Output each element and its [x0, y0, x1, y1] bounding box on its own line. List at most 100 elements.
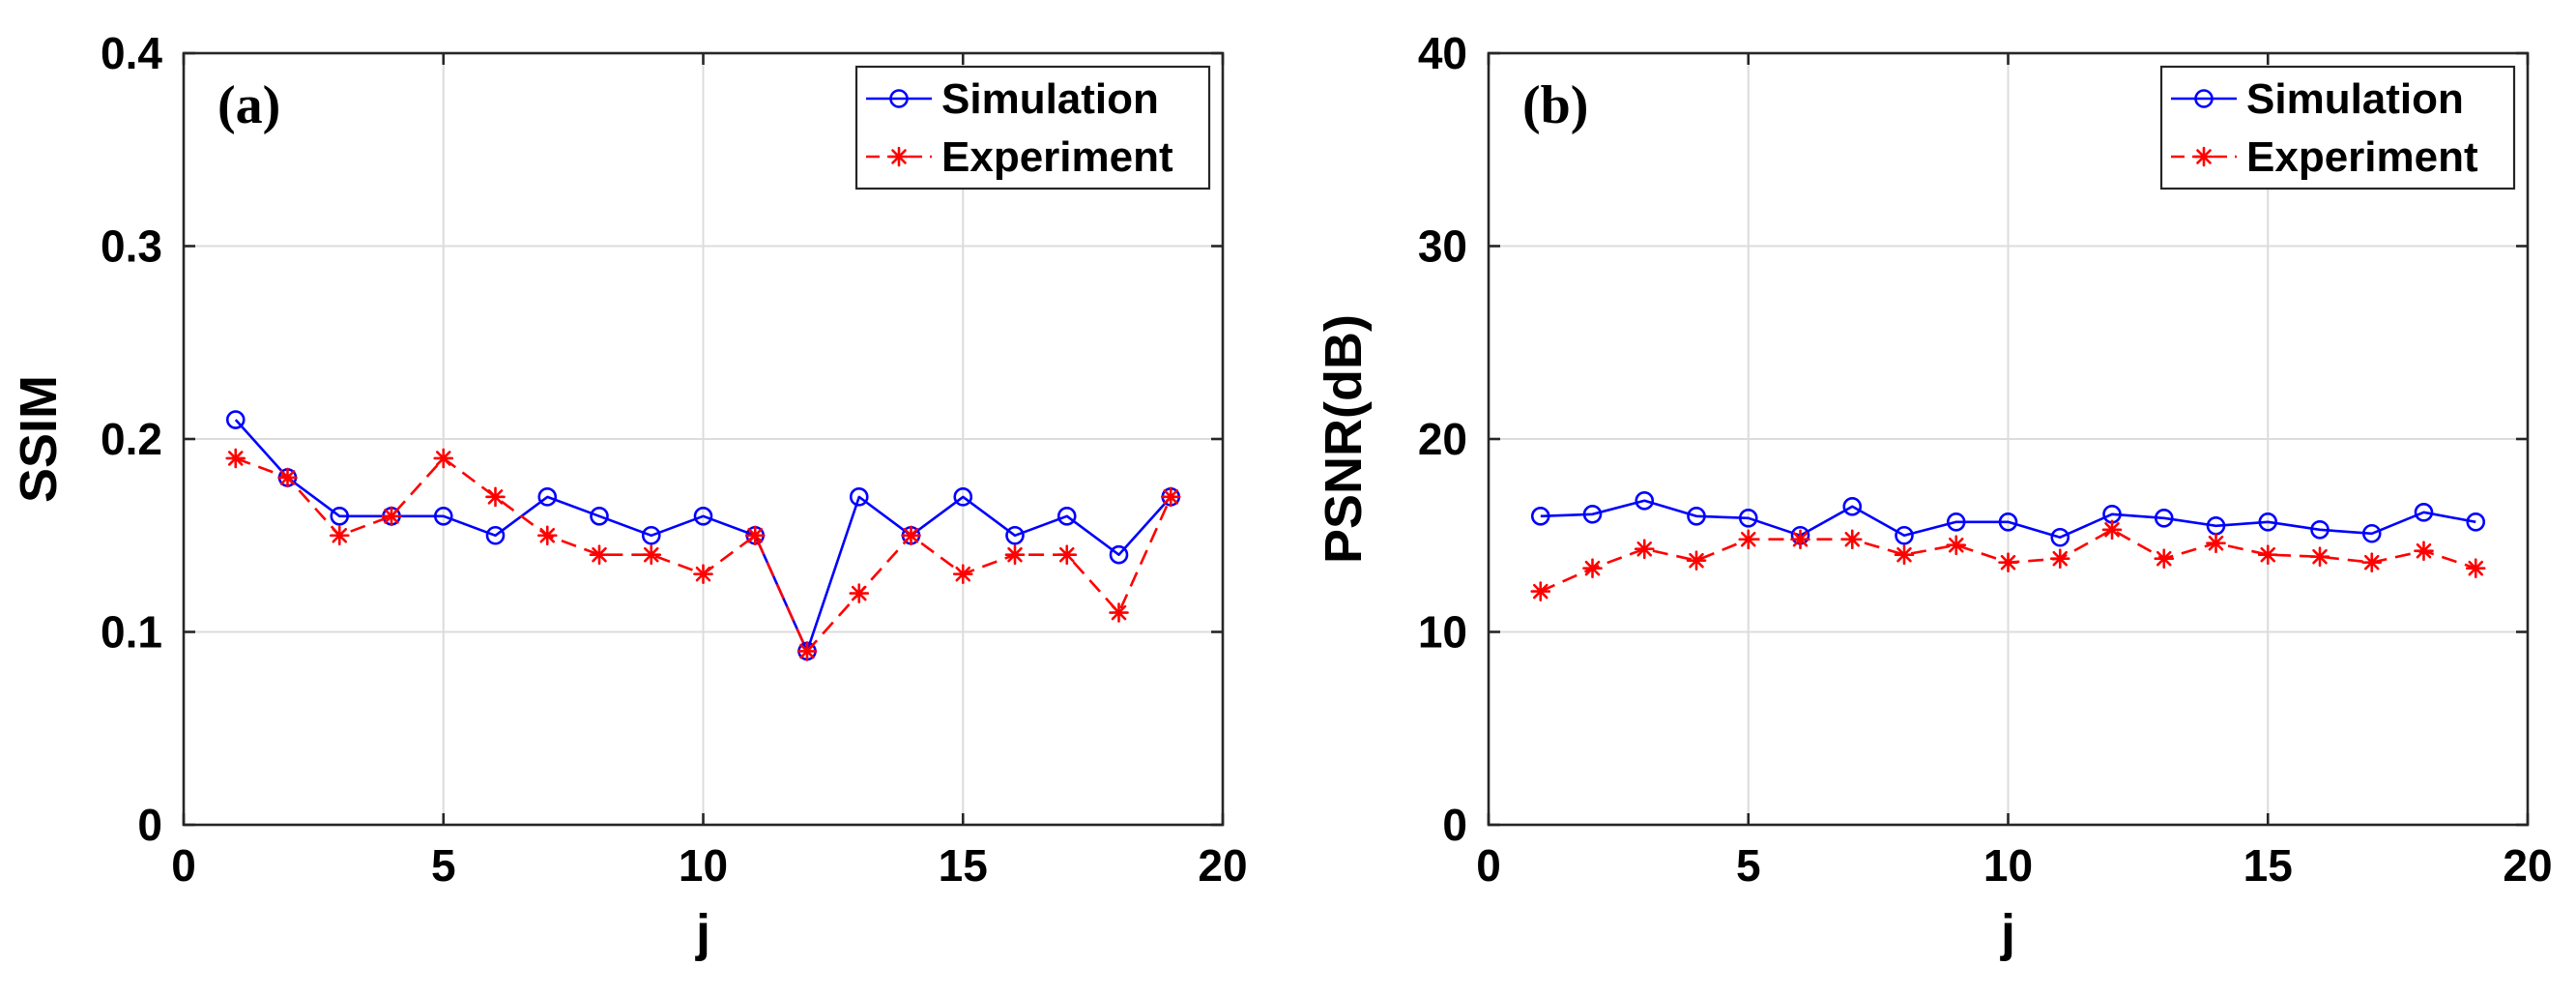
data-point-experiment — [2154, 548, 2175, 569]
data-point-experiment — [329, 525, 350, 546]
data-point-simulation — [330, 506, 350, 526]
panel-label: (a) — [217, 75, 280, 135]
chart-panel-a: 0 5 10 15 20 0 0.1 0.2 0.3 0.4 j SSIM (a) Simulation E… — [10, 28, 1248, 962]
data-point-experiment — [2257, 544, 2278, 566]
data-point-experiment — [693, 564, 713, 584]
data-point-simulation — [849, 487, 869, 507]
data-point-experiment — [2049, 548, 2070, 569]
legend-marker-simulation — [889, 89, 909, 108]
legend-marker-experiment — [888, 146, 910, 167]
data-point-experiment — [2465, 558, 2486, 578]
series-experiment — [225, 448, 1181, 661]
data-point-experiment — [1160, 486, 1181, 508]
data-point-simulation — [1530, 506, 1550, 526]
data-point-experiment — [1998, 552, 2018, 572]
data-point-experiment — [1109, 602, 1129, 623]
legend-label-simulation: Simulation — [941, 75, 1159, 123]
data-point-simulation — [2466, 512, 2486, 532]
data-point-simulation — [225, 410, 246, 429]
legend-marker-experiment — [2193, 146, 2214, 167]
y-axis-label: SSIM — [10, 375, 68, 503]
data-point-simulation — [641, 525, 661, 545]
y-tick-label: 10 — [1418, 607, 1467, 658]
data-point-simulation — [1056, 506, 1077, 526]
legend-label-simulation: Simulation — [2246, 75, 2464, 123]
data-point-simulation — [1842, 497, 1863, 516]
x-tick-label: 10 — [679, 840, 728, 891]
x-tick-label: 5 — [1736, 840, 1761, 891]
panel-label: (b) — [1522, 75, 1588, 135]
data-point-experiment — [1056, 544, 1078, 566]
data-point-experiment — [901, 525, 921, 546]
data-point-experiment — [2361, 552, 2383, 572]
data-point-experiment — [1530, 581, 1551, 601]
data-point-experiment — [589, 544, 610, 566]
y-tick-label: 0.4 — [101, 28, 162, 78]
data-point-experiment — [796, 641, 818, 661]
data-point-simulation — [1895, 525, 1914, 545]
data-point-experiment — [2309, 546, 2330, 567]
data-point-experiment — [1894, 544, 1915, 566]
data-point-simulation — [1946, 512, 1966, 532]
y-tick-label: 40 — [1418, 28, 1467, 78]
data-point-simulation — [1005, 525, 1025, 545]
data-point-experiment — [744, 525, 766, 546]
legend-box — [2159, 65, 2516, 190]
data-point-simulation — [537, 487, 558, 507]
data-point-experiment — [641, 544, 662, 566]
y-tick-label: 0.1 — [101, 607, 162, 658]
y-axis-label: PSNR(dB) — [1315, 314, 1373, 564]
data-point-experiment — [277, 467, 298, 488]
legend-label-experiment: Experiment — [2246, 133, 2478, 181]
legend: Simulation Experiment — [854, 65, 1211, 190]
x-axis-label: j — [695, 904, 710, 962]
legend-box — [854, 65, 1211, 190]
data-point-simulation — [1998, 512, 2018, 532]
y-tick-label: 30 — [1418, 221, 1467, 272]
data-point-simulation — [485, 525, 506, 545]
data-point-simulation — [1635, 491, 1655, 511]
y-tick-label: 20 — [1418, 414, 1467, 464]
data-point-experiment — [225, 448, 246, 469]
y-tick-label: 0.2 — [101, 414, 162, 464]
x-tick-label: 15 — [2243, 840, 2293, 891]
series-experiment — [1530, 519, 2486, 601]
y-tick-label: 0.3 — [101, 221, 162, 272]
data-point-experiment — [1004, 544, 1026, 566]
x-tick-label: 20 — [1198, 840, 1247, 891]
data-point-experiment — [536, 525, 558, 546]
data-point-simulation — [953, 487, 973, 507]
data-point-simulation — [2154, 508, 2174, 528]
legend-marker-simulation — [2194, 89, 2214, 108]
data-point-simulation — [2414, 503, 2434, 522]
data-point-experiment — [849, 583, 870, 603]
x-tick-label: 10 — [1983, 840, 2033, 891]
data-point-experiment — [433, 448, 454, 469]
x-tick-label: 20 — [2503, 840, 2552, 891]
data-point-experiment — [1790, 529, 1810, 550]
data-point-experiment — [1738, 529, 1759, 550]
data-point-simulation — [2310, 519, 2330, 540]
data-point-experiment — [1634, 539, 1655, 560]
data-point-experiment — [1582, 558, 1603, 578]
data-point-simulation — [433, 506, 453, 526]
chart-panel-b: 0 5 10 15 20 0 10 20 30 40 j PSNR(dB) (b) Simulation E… — [1315, 28, 2553, 962]
x-tick-label: 5 — [431, 840, 456, 891]
y-tick-label: 0 — [1442, 800, 1467, 850]
data-point-experiment — [1686, 550, 1707, 571]
data-point-simulation — [1687, 506, 1706, 526]
data-point-simulation — [693, 506, 713, 526]
series-simulation — [1530, 491, 2486, 547]
data-point-simulation — [2361, 523, 2382, 543]
data-point-experiment — [485, 486, 506, 508]
x-tick-label: 15 — [939, 840, 988, 891]
x-tick-label: 0 — [171, 840, 196, 891]
data-point-experiment — [2101, 519, 2123, 541]
data-point-experiment — [381, 506, 402, 527]
legend-label-experiment: Experiment — [941, 133, 1173, 181]
data-point-simulation — [2050, 527, 2070, 547]
data-point-experiment — [952, 564, 973, 584]
y-tick-label: 0 — [137, 800, 162, 850]
data-point-simulation — [590, 506, 609, 526]
